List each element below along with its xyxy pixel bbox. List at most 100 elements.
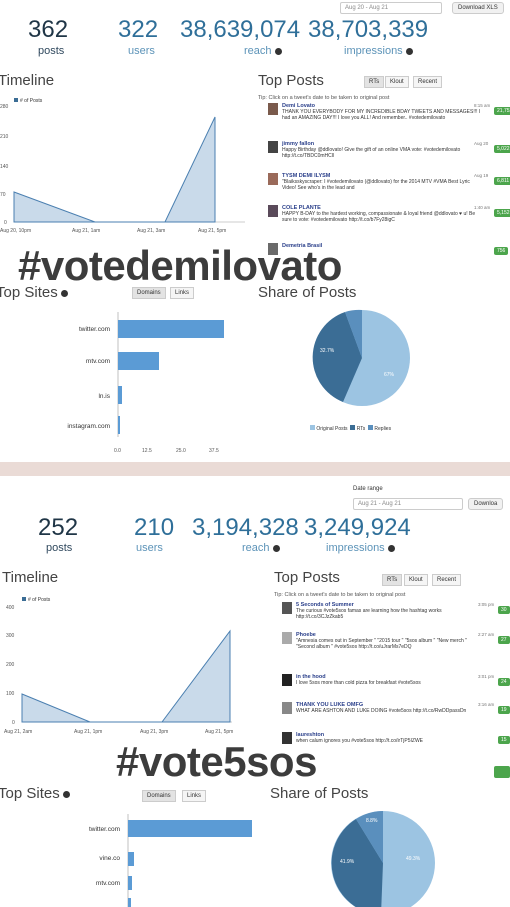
more-button[interactable] (494, 766, 510, 778)
pie-slice-replies (345, 309, 362, 358)
pie-label: 67% (384, 372, 395, 378)
users-label: users (136, 542, 163, 554)
tweet-time[interactable]: 3:16 am (478, 702, 495, 707)
y-tick: 280 (0, 104, 9, 110)
retweet-count-badge: 5,022 (494, 145, 510, 153)
retweet-count-badge: 27 (498, 636, 510, 644)
tab-domains[interactable]: Domains (132, 287, 166, 299)
x-tick: Aug 21, 5pm (198, 228, 226, 234)
avatar (282, 732, 292, 744)
tweet-author[interactable]: 5 Seconds of Summer (296, 602, 354, 608)
tweet-author[interactable]: Demetria Brasil (282, 243, 323, 249)
help-icon[interactable] (274, 47, 282, 55)
tweet-author[interactable]: Phoebe (296, 632, 316, 638)
tab-klout[interactable]: Klout (404, 574, 428, 586)
tweet-author[interactable]: TYSM DEMI ILYSM (282, 173, 331, 179)
bar (128, 852, 134, 866)
x-tick: Aug 21, 5pm (205, 729, 233, 735)
top-sites-title: Top Sites (0, 284, 68, 301)
tab-domains[interactable]: Domains (142, 790, 176, 802)
avatar (282, 702, 292, 714)
tweet-time[interactable]: 3:01 pm (478, 674, 495, 679)
tab-rts[interactable]: RTs (364, 76, 385, 88)
y-tick: 300 (6, 633, 15, 639)
x-tick: 37.5 (209, 448, 219, 454)
x-tick: Aug 21, 1am (72, 228, 100, 234)
tweet-author[interactable]: COLE PLANTE (282, 205, 321, 211)
tweet-item: 5 Seconds of Summer The curious #vote5so… (282, 602, 510, 630)
dashboard-panel-1: 362 posts 322 users 38,639,074 reach 38,… (0, 2, 510, 454)
tweet-text: HAPPY B-DAY to the hardest working, comp… (282, 211, 476, 223)
share-of-posts-title: Share of Posts (258, 284, 357, 301)
tab-klout[interactable]: Klout (385, 76, 409, 88)
help-icon[interactable] (405, 47, 413, 55)
y-tick: 70 (0, 192, 6, 198)
tweet-text: WHAT ARE ASHTON AND LUKE DOING #vote5sos… (296, 708, 467, 714)
tweet-author[interactable]: in the hood (296, 674, 326, 680)
posts-label: posts (46, 542, 73, 554)
tab-recent[interactable]: Recent (413, 76, 443, 88)
legend-rts: RTs (356, 426, 366, 432)
retweet-count-badge: 756 (494, 247, 509, 255)
download-xls-button[interactable]: Download XLS (452, 2, 504, 14)
legend-label: # of Posts (20, 98, 43, 104)
top-posts-title: Top Posts (258, 72, 324, 89)
date-range-input[interactable]: Aug 20 - Aug 21 (340, 2, 442, 14)
share-pie-chart: 32.7% 67% (312, 309, 410, 406)
tweet-author[interactable]: THANK YOU LUKE OMFG (296, 702, 364, 708)
impressions-label: impressions (344, 45, 413, 57)
x-tick: Aug 21, 2am (4, 729, 32, 735)
impressions-count: 3,249,924 (304, 514, 411, 541)
tweet-time[interactable]: 1:40 am (474, 205, 491, 210)
tweet-author[interactable]: Demi Lovato (282, 103, 316, 109)
tweet-time[interactable]: Aug 20 (474, 141, 489, 146)
x-tick: 12.5 (142, 448, 152, 454)
tip-text: Tip: Click on a tweet's date to be taken… (274, 592, 406, 598)
impressions-label: impressions (326, 542, 395, 554)
x-tick: Aug 20, 10pm (0, 228, 31, 234)
tab-links[interactable]: Links (182, 790, 207, 802)
users-count: 210 (134, 514, 175, 541)
bar (128, 898, 131, 907)
download-button[interactable]: Downloa (468, 498, 504, 510)
tweet-time[interactable]: 2:27 am (478, 632, 495, 637)
tweet-time[interactable]: Aug 19 (474, 173, 489, 178)
help-icon[interactable] (60, 289, 68, 297)
pie-label: 41.9% (340, 859, 355, 865)
avatar (282, 674, 292, 686)
tweet-item: in the hood I love 5sos more than cold p… (282, 674, 510, 698)
tweet-text: Happy Birthday @ddlovato! Give the gift … (282, 147, 461, 159)
tweet-time[interactable]: 3:05 pm (478, 602, 495, 607)
avatar (282, 602, 292, 614)
reach-label: reach (244, 45, 282, 57)
help-icon[interactable] (387, 544, 395, 552)
tweet-text: The curious #vote5sos famas are learning… (296, 608, 442, 620)
date-range-input[interactable]: Aug 21 - Aug 21 (353, 498, 463, 510)
tweet-time[interactable]: 8:15 am (474, 103, 491, 108)
y-tick: 100 (6, 691, 15, 697)
legend-replies: Replies (374, 426, 392, 432)
help-icon[interactable] (62, 790, 70, 798)
tweet-author[interactable]: jimmy fallon (282, 141, 315, 147)
reach-count: 38,639,074 (180, 16, 301, 43)
retweet-count-badge: 15 (498, 736, 510, 744)
avatar (268, 103, 278, 115)
x-tick: Aug 21, 1pm (74, 729, 102, 735)
bar (118, 320, 224, 338)
bar (118, 416, 120, 434)
top-sites-title: Top Sites (0, 785, 70, 802)
date-range-label: Date range (353, 486, 383, 492)
tweet-list: 5 Seconds of Summer The curious #vote5so… (282, 602, 510, 754)
pie-slice-rts (312, 312, 362, 402)
tab-links[interactable]: Links (170, 287, 195, 299)
bar (128, 876, 132, 890)
help-icon[interactable] (272, 544, 280, 552)
site-label: mtv.com (95, 880, 120, 887)
tab-recent[interactable]: Recent (432, 574, 462, 586)
share-of-posts-title: Share of Posts (270, 785, 369, 802)
tab-rts[interactable]: RTs (382, 574, 403, 586)
tweet-text: "Amnesia comes out in September " "2015 … (296, 638, 467, 650)
tweet-author[interactable]: laureshton (296, 732, 325, 738)
tweet-item: Demetria Brasil 756 (268, 243, 510, 257)
retweet-count-badge: 30 (498, 606, 510, 614)
